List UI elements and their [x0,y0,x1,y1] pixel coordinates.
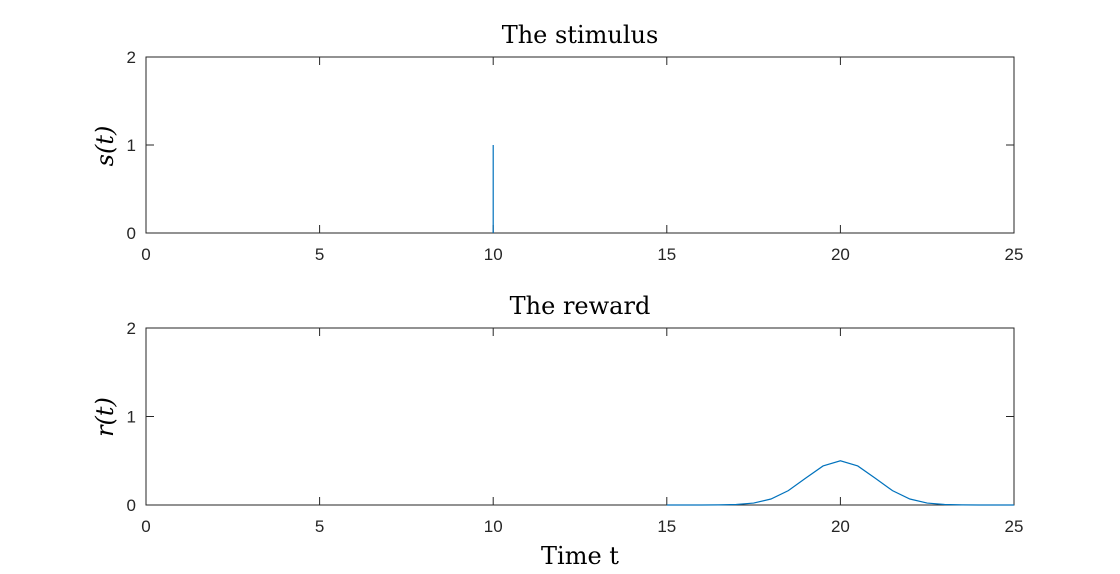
x-tick-label: 10 [484,245,503,264]
x-tick-label: 5 [315,245,324,264]
reward-ylabel: r(t) [91,397,119,437]
y-tick-label: 2 [127,48,136,67]
x-tick-label: 20 [831,517,850,536]
stimulus-title: The stimulus [502,21,659,49]
x-tick-label: 0 [141,517,150,536]
y-tick-label: 1 [127,136,136,155]
reward-ticks: 0 5 10 15 20 25 0 1 2 [127,319,1024,536]
x-tick-label: 15 [657,517,676,536]
x-tick-label: 10 [484,517,503,536]
x-tick-label: 0 [141,245,150,264]
reward-xlabel: Time t [541,542,619,570]
y-tick-label: 0 [127,496,136,515]
x-tick-label: 15 [657,245,676,264]
stimulus-subplot: The stimulus s(t) 0 5 10 15 20 25 0 1 2 [91,21,1023,264]
x-tick-label: 20 [831,245,850,264]
reward-series [666,460,1015,506]
x-tick-label: 5 [315,517,324,536]
x-tick-label: 25 [1005,245,1024,264]
x-tick-label: 25 [1005,517,1024,536]
y-tick-label: 2 [127,319,136,338]
stimulus-ylabel: s(t) [91,126,119,167]
reward-title: The reward [510,292,651,320]
reward-axes [145,327,1015,506]
series-line [666,460,1015,506]
y-tick-label: 0 [127,224,136,243]
reward-subplot: The reward r(t) 0 5 10 15 20 25 0 1 2 Time t [91,292,1023,570]
stimulus-ticks: 0 5 10 15 20 25 0 1 2 [127,48,1024,264]
stimulus-axes [145,56,1015,234]
y-tick-label: 1 [127,408,136,427]
